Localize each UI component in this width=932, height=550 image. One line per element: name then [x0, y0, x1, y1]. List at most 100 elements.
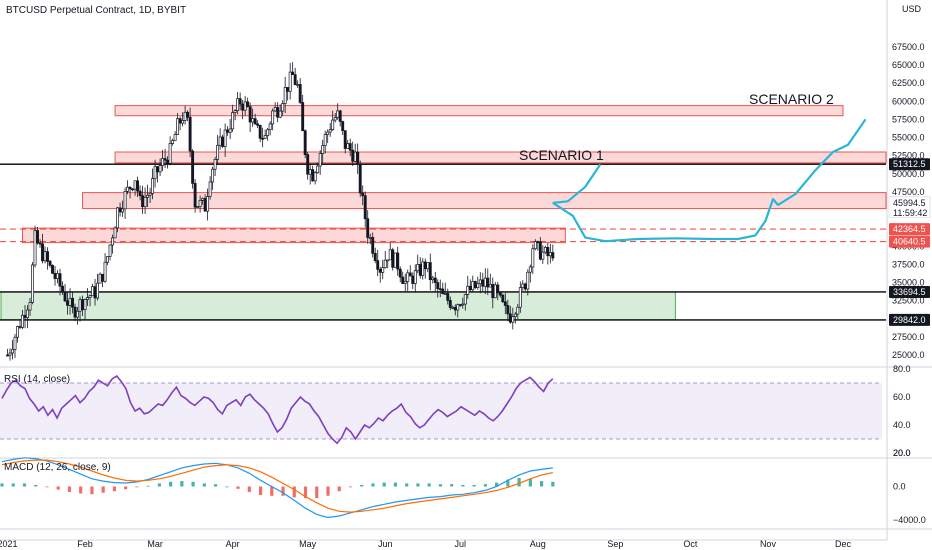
candle-body: [451, 306, 455, 309]
candle-body: [166, 159, 170, 164]
candle-body: [216, 144, 220, 160]
candle-body: [433, 277, 437, 283]
candle-body: [533, 241, 537, 250]
candle-body: [393, 252, 397, 268]
candle-body: [283, 87, 287, 104]
candle-body: [278, 110, 282, 118]
candle-body: [183, 111, 187, 121]
candle-body: [371, 237, 375, 254]
candle-body: [438, 288, 442, 291]
candle-body: [246, 101, 250, 107]
price-tick-label: 27500.0: [892, 332, 925, 342]
candle-body: [523, 283, 527, 290]
candle-body: [91, 286, 95, 297]
time-axis[interactable]: 2021 Feb Mar Apr May Jun Jul Aug Sep Oct Nov Dec: [0, 539, 887, 549]
candle-body: [8, 352, 12, 356]
candle-body: [428, 262, 432, 281]
candle-body: [463, 294, 467, 305]
scenario-2-path: [552, 163, 602, 204]
macd-histogram-bar: [315, 486, 319, 499]
candle-body: [23, 314, 27, 319]
candle-body: [51, 264, 54, 274]
scenario-2-label: SCENARIO 2: [749, 91, 834, 107]
candle-body: [358, 163, 362, 194]
candle-body: [401, 276, 405, 284]
candle-body: [101, 273, 105, 282]
candle-body: [228, 128, 232, 133]
countdown-text: 11:59:42: [893, 208, 927, 218]
macd-histogram-bar: [157, 483, 161, 487]
candle-body: [221, 136, 225, 147]
candle-body: [48, 261, 52, 266]
zones-layer: [0, 105, 887, 321]
price-badges: 51312.5 42364.5 40640.5 33694.5 29842.0 45994…: [888, 158, 931, 326]
candle-body: [411, 275, 415, 284]
candle-body: [338, 110, 342, 122]
macd-histogram-bar: [292, 486, 296, 498]
macd-histogram-bar: [56, 486, 60, 490]
candle-body: [151, 178, 155, 194]
macd-histogram-bar: [112, 486, 117, 492]
candle-body: [373, 253, 377, 261]
macd-histogram-bar: [450, 484, 454, 487]
candle-body: [413, 270, 417, 284]
candle-body: [43, 251, 47, 262]
candle-body: [273, 107, 277, 112]
candle-body: [528, 266, 532, 273]
candle-body: [426, 262, 430, 270]
candle-body: [383, 259, 387, 269]
candle-body: [346, 143, 350, 149]
candle-body: [78, 299, 82, 312]
candle-body: [203, 198, 207, 212]
candle-body: [188, 116, 192, 152]
rsi-title: RSI (14, close): [4, 374, 70, 385]
candle-body: [108, 244, 112, 257]
candle-body: [111, 237, 115, 246]
candle-body: [121, 208, 125, 213]
candle-body: [28, 302, 32, 311]
candle-body: [13, 336, 17, 350]
time-tick-label: Sep: [607, 539, 623, 549]
rsi-panel[interactable]: [0, 366, 932, 445]
macd-histogram-bar: [270, 486, 274, 496]
time-tick-label: May: [299, 539, 317, 549]
candle-body: [83, 299, 87, 310]
candle-body: [306, 154, 310, 175]
macd-line: [1, 457, 553, 519]
candle-body: [123, 190, 127, 210]
price-axis[interactable]: 25000.027500.030000.032500.035000.037500…: [886, 0, 926, 540]
candle-body: [263, 135, 267, 139]
macd-histogram-bar: [247, 486, 251, 492]
candle-body: [326, 131, 330, 135]
candle-body: [408, 272, 412, 277]
candle-body: [378, 269, 382, 273]
candle-body: [328, 129, 332, 133]
candle-body: [453, 306, 457, 311]
zone-resistance-1: [114, 151, 887, 164]
candle-body: [388, 249, 392, 261]
candle-body: [26, 309, 29, 319]
candle-body: [386, 259, 390, 262]
candle-body: [176, 118, 180, 135]
price-tick-label: 65000.0: [892, 60, 925, 70]
candle-body: [181, 120, 185, 124]
candle-body: [491, 284, 495, 299]
candlestick-series[interactable]: [6, 62, 555, 361]
candle-body: [316, 165, 320, 174]
candle-body: [206, 196, 210, 212]
candle-body: [98, 273, 102, 284]
macd-panel[interactable]: [0, 457, 932, 530]
candle-body: [501, 294, 505, 303]
candle-body: [201, 198, 205, 201]
macd-histogram-bar: [393, 482, 398, 487]
candle-body: [258, 124, 262, 139]
zone-resistance-2: [82, 192, 887, 210]
price-badge-4: [889, 313, 930, 326]
candle-body: [31, 264, 34, 303]
candle-body: [421, 261, 425, 276]
candle-body: [368, 237, 372, 239]
candle-body: [466, 285, 470, 295]
price-tick-label: 35000.0: [892, 278, 925, 288]
candle-body: [396, 252, 400, 270]
candle-body: [521, 283, 525, 288]
